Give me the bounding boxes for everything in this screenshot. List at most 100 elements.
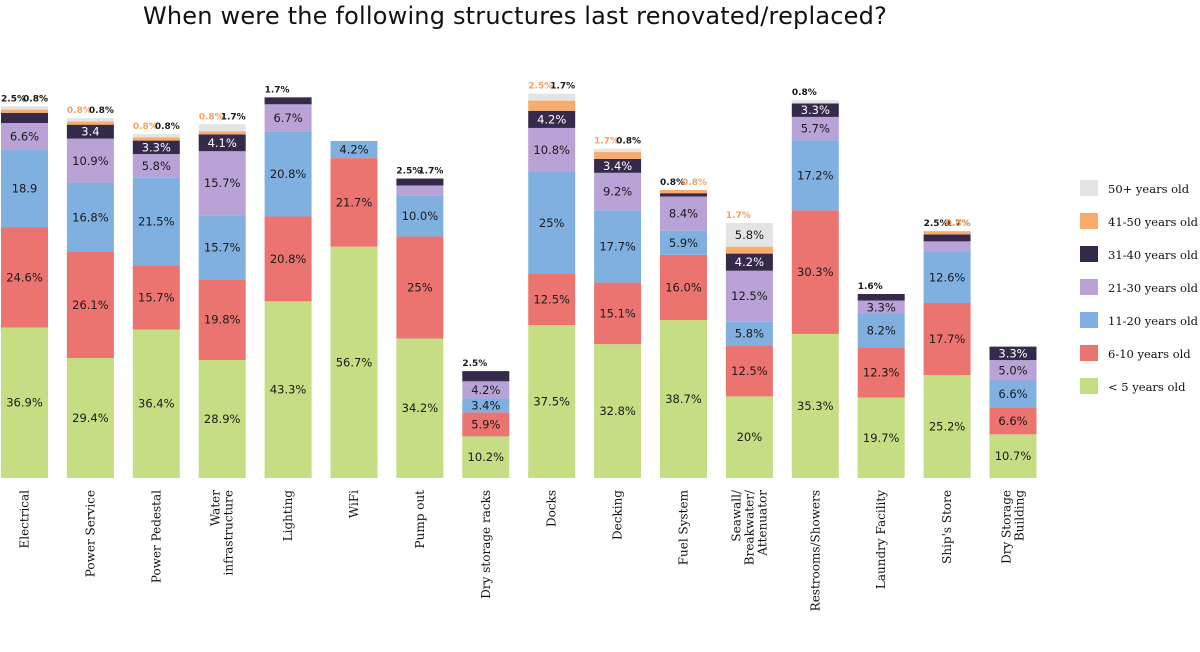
data-label-seawall-breakwater-attenuator-31-40-years-old: 4.2% [735,255,764,269]
data-label-restrooms-showers-6-10-years-old: 30.3% [797,265,834,279]
data-label-power-pedestal-6-10-years-old: 15.7% [138,290,175,304]
data-label-power-service-21-30-years-old: 10.9% [72,154,109,168]
bar-segment-dry-storage-racks-11-20-years-old [462,398,510,413]
bar-segment-lighting-21-30-years-old [264,104,312,132]
legend-label-6-10-years-old: 6-10 years old [1108,347,1191,361]
bar-segment-fuel-system-5-years-old [660,320,707,478]
category-label-pump-out: Pump out [413,490,427,549]
data-label-electrical-50-years-old: 0.8% [23,94,48,104]
data-label-docks-50-years-old: 1.7% [550,82,575,92]
legend-label-21-30-years-old: 21-30 years old [1108,281,1199,295]
bar-segment-restrooms-showers-50-years-old [791,100,839,104]
data-label-power-service-41-50-years-old: 0.8% [67,106,92,116]
bar-segment-docks-41-50-years-old [528,100,576,111]
data-label-power-pedestal-50-years-old: 0.8% [155,122,180,132]
category-label-ship-s-store: Ship's Store [940,490,954,564]
data-label-water-infrastructure-21-30-years-old: 15.7% [204,176,241,190]
data-label-seawall-breakwater-attenuator-50-years-old: 5.8% [735,228,764,242]
data-label-docks-41-50-years-old: 2.5% [528,82,553,92]
data-label-electrical-21-30-years-old: 6.6% [10,130,39,144]
data-label-ship-s-store-11-20-years-old: 12.6% [929,270,966,284]
data-label-dry-storage-building-31-40-years-old: 3.3% [998,346,1027,360]
chart-title: When were the following structures last … [142,2,888,30]
data-label-decking-31-40-years-old: 3.4% [603,159,632,173]
category-label-electrical: Electrical [18,490,32,549]
data-label-decking-6-10-years-old: 15.1% [599,306,636,320]
bar-segment-power-pedestal-31-40-years-old [132,140,180,155]
data-label-laundry-facility-5-years-old: 19.7% [863,431,900,445]
data-label-electrical-41-50-years-old: 0.8% [23,94,48,104]
bar-segment-ship-s-store-11-20-years-old [923,251,971,303]
data-label-decking-41-50-years-old: 1.7% [594,137,619,147]
bar-segment-restrooms-showers-11-20-years-old [791,140,839,211]
legend-swatch-6-10-years-old [1080,345,1098,361]
bar-segment-dry-storage-building-11-20-years-old [989,380,1037,408]
legend-label-5-years-old: < 5 years old [1108,380,1186,394]
data-label-power-service-5-years-old: 29.4% [72,411,109,425]
bar-segment-wifi-11-20-years-old [330,140,378,159]
bar-segment-water-infrastructure-21-30-years-old [198,151,246,216]
data-label-power-service-6-10-years-old: 26.1% [72,298,109,312]
bar-segment-restrooms-showers-31-40-years-old [791,103,839,117]
data-label-power-service-11-20-years-old: 16.8% [72,210,109,224]
bar-segment-pump-out-11-20-years-old [396,195,444,237]
bar-segment-power-service-6-10-years-old [66,251,114,359]
data-label-water-infrastructure-11-20-years-old: 15.7% [204,240,241,254]
bar-segment-ship-s-store-21-30-years-old [923,241,971,252]
data-label-restrooms-showers-5-years-old: 35.3% [797,399,834,413]
bar-segment-lighting-31-40-years-old [264,97,312,105]
bar-segment-restrooms-showers-6-10-years-old [791,210,839,334]
legend-label-50-years-old: 50+ years old [1108,182,1190,196]
data-label-ship-s-store-31-40-years-old: 1.7% [946,219,971,229]
bar-segment-dry-storage-racks-31-40-years-old [462,371,510,382]
data-label-restrooms-showers-21-30-years-old: 5.7% [801,122,830,136]
bar-segment-docks-50-years-old [528,93,576,101]
bar-segment-pump-out-6-10-years-old [396,236,444,339]
bar-segment-lighting-5-years-old [264,301,312,478]
bar-segment-power-service-11-20-years-old [66,183,114,252]
category-label-seawall-breakwater-attenuator: Attenuator [755,490,769,557]
category-label-fuel-system: Fuel System [677,489,691,565]
bar-segment-docks-6-10-years-old [528,274,576,325]
data-label-docks-31-40-years-old: 4.2% [537,112,566,126]
data-label-wifi-11-20-years-old: 4.2% [339,143,368,157]
data-label-lighting-11-20-years-old: 20.8% [270,167,307,181]
bar-segment-laundry-facility-11-20-years-old [857,313,905,348]
data-label-ship-s-store-6-10-years-old: 17.7% [929,332,966,346]
data-label-ship-s-store-41-50-years-old: 0.8% [946,219,971,229]
bar-segment-power-service-5-years-old [66,358,114,478]
data-label-dry-storage-racks-11-20-years-old: 3.4% [471,398,500,412]
bar-segment-restrooms-showers-5-years-old [791,333,839,478]
category-label-seawall-breakwater-attenuator: Breakwater/ [742,489,756,565]
data-label-docks-6-10-years-old: 12.5% [533,293,570,307]
bar-segment-seawall-breakwater-attenuator-5-years-old [725,396,773,478]
data-label-laundry-facility-21-30-years-old: 3.3% [867,300,896,314]
data-label-docks-11-20-years-old: 25% [539,216,565,230]
category-label-lighting: Lighting [281,490,295,542]
data-label-seawall-breakwater-attenuator-6-10-years-old: 12.5% [731,364,768,378]
data-label-lighting-21-30-years-old: 6.7% [273,111,302,125]
data-label-dry-storage-building-11-20-years-old: 6.6% [998,387,1027,401]
bar-segment-dry-storage-racks-21-30-years-old [462,381,510,399]
data-label-laundry-facility-31-40-years-old: 1.6% [858,282,883,292]
category-label-power-service: Power Service [83,490,97,577]
bar-segment-docks-5-years-old [528,325,576,478]
data-label-pump-out-31-40-years-old: 1.7% [418,167,443,177]
bar-segment-pump-out-21-30-years-old [396,185,444,196]
bar-segment-fuel-system-21-30-years-old [660,196,707,231]
data-label-docks-5-years-old: 37.5% [533,395,570,409]
data-label-docks-21-30-years-old: 10.8% [533,143,570,157]
bar-segment-ship-s-store-5-years-old [923,375,971,478]
data-label-laundry-facility-11-20-years-old: 8.2% [867,324,896,338]
data-label-power-service-50-years-old: 0.8% [89,106,114,116]
category-label-laundry-facility: Laundry Facility [874,490,888,589]
data-label-seawall-breakwater-attenuator-41-50-years-old: 1.7% [726,211,751,221]
bar-segment-electrical-6-10-years-old [1,227,48,328]
bar-segment-power-pedestal-50-years-old [132,134,180,138]
bar-segment-laundry-facility-21-30-years-old [857,300,905,314]
data-label-water-infrastructure-31-40-years-old: 4.1% [208,136,237,150]
bar-segment-water-infrastructure-31-40-years-old [198,134,246,152]
bar-segment-decking-31-40-years-old [594,158,642,173]
data-label-water-infrastructure-5-years-old: 28.9% [204,412,241,426]
bars-layer [1,93,1037,478]
